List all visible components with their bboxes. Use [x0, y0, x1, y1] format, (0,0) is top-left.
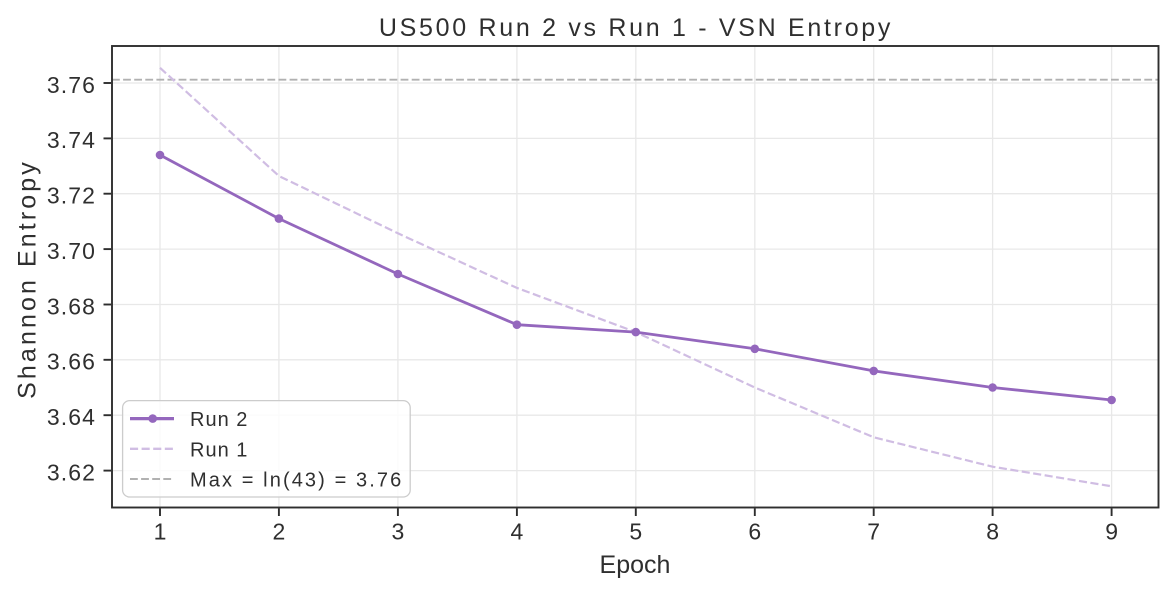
svg-text:3: 3 — [392, 519, 405, 545]
svg-text:3.62: 3.62 — [47, 459, 96, 485]
svg-text:Epoch: Epoch — [600, 551, 671, 579]
svg-text:2: 2 — [273, 519, 286, 545]
svg-text:Shannon Entropy: Shannon Entropy — [14, 159, 42, 399]
svg-text:3.76: 3.76 — [47, 72, 96, 98]
svg-text:7: 7 — [867, 519, 880, 545]
svg-text:Run 2: Run 2 — [190, 409, 248, 431]
svg-text:US500 Run 2 vs Run 1 - VSN Ent: US500 Run 2 vs Run 1 - VSN Entropy — [379, 14, 893, 42]
svg-text:3.72: 3.72 — [47, 183, 96, 209]
svg-text:3.66: 3.66 — [47, 349, 96, 375]
svg-text:6: 6 — [748, 519, 761, 545]
svg-text:9: 9 — [1105, 519, 1118, 545]
svg-text:Max = ln(43) = 3.76: Max = ln(43) = 3.76 — [190, 470, 403, 492]
svg-text:3.68: 3.68 — [47, 293, 96, 319]
svg-text:3.70: 3.70 — [47, 238, 96, 264]
svg-text:Run 1: Run 1 — [190, 439, 248, 461]
svg-text:1: 1 — [154, 519, 167, 545]
svg-text:4: 4 — [511, 519, 524, 545]
svg-text:3.64: 3.64 — [47, 404, 96, 430]
svg-text:5: 5 — [629, 519, 642, 545]
svg-text:3.74: 3.74 — [47, 127, 96, 153]
svg-text:8: 8 — [986, 519, 999, 545]
